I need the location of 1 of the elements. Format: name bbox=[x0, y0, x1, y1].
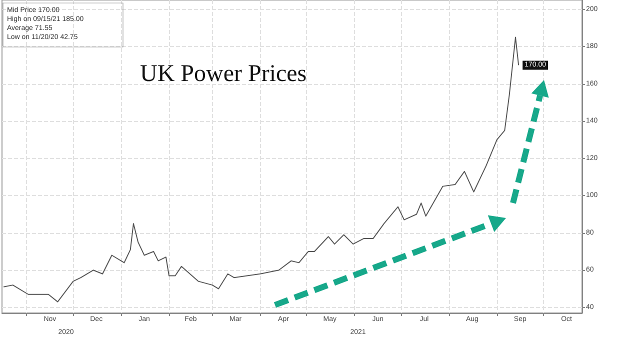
text: UK Power Prices bbox=[140, 61, 307, 87]
